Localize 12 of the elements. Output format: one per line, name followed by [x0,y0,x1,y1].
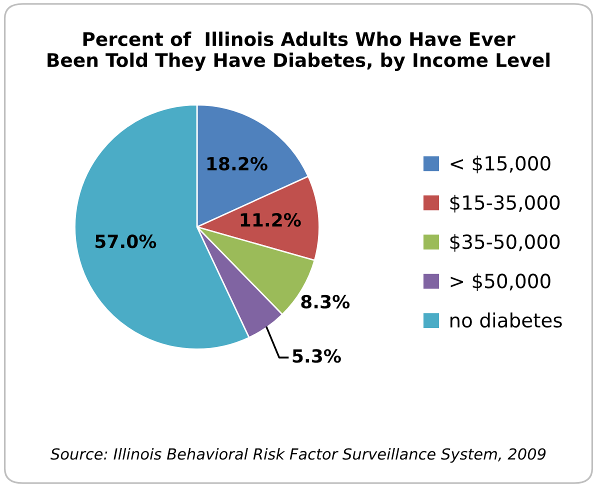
legend-label: $35-50,000 [450,234,560,252]
legend-label: $15-35,000 [450,194,560,212]
legend-label: > $50,000 [450,273,550,291]
data-label: 8.3% [301,294,350,309]
data-label: 57.0% [96,234,156,248]
legend-label: no diabetes [450,312,562,328]
chart-title: Percent of Illinois Adults Who Have Ever Been Told They Have Diabetes, by Income Level [48,32,550,71]
data-label: 5.3% [292,349,341,363]
source-note: Source: Illinois Behavioral Risk Factor Surveillance System, 2009 [50,448,546,463]
legend-label: < $15,000 [450,156,550,174]
data-label: 18.2% [207,156,268,171]
data-label: 11.2% [240,213,301,227]
